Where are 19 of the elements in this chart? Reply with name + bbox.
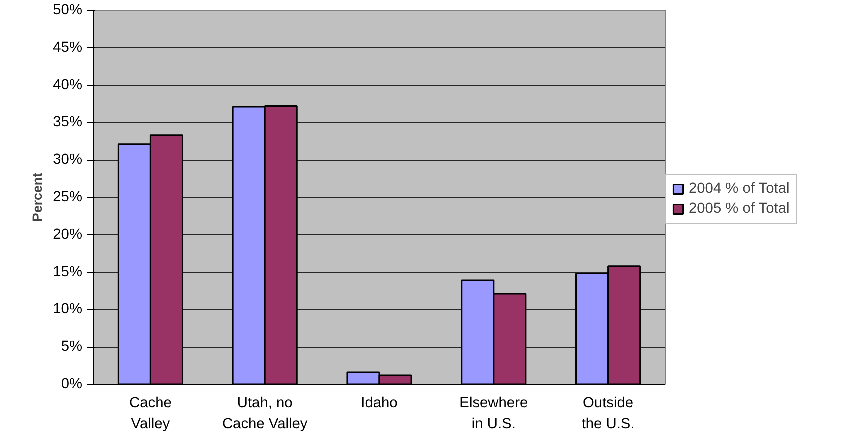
x-tick-label: Outside the U.S. [582,396,635,432]
y-tick-label: 40% [53,77,83,94]
x-tick-label: Utah, no Cache Valley [222,396,308,432]
y-tick-label: 10% [53,302,83,318]
y-tick-label: 0% [61,376,83,392]
y-tick-label: 45% [53,40,83,56]
y-tick-label: 20% [53,226,83,243]
x-tick-label: Elsewhere in U.S. [460,396,528,432]
y-axis-title: Percent [30,172,46,222]
y-tick-label: 30% [53,152,83,168]
x-tick-label: Cache Valley [130,396,172,432]
y-tick-label: 5% [61,339,83,356]
x-tick-label: Idaho [361,396,398,412]
y-tick-label: 35% [53,114,83,131]
y-tick-label: 15% [53,264,83,280]
legend-label: 2005 % of Total [689,201,790,217]
y-tick-label: 50% [53,2,83,18]
legend-label: 2004 % of Total [689,181,790,197]
y-tick-label: 25% [53,190,83,206]
